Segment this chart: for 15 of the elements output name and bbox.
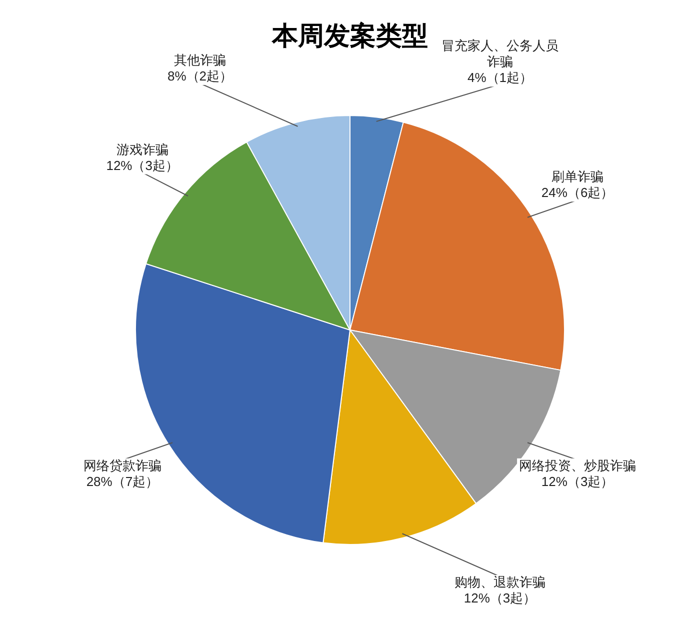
data-label: 24%（6起） bbox=[541, 185, 614, 200]
slice-label: 游戏诈骗 bbox=[116, 142, 168, 157]
chart-title: 本周发案类型 bbox=[271, 22, 428, 51]
data-label: 12%（3起） bbox=[106, 158, 178, 173]
slice-label: 购物、退款诈骗 bbox=[454, 574, 546, 590]
data-label: 8%（2起） bbox=[167, 68, 233, 84]
slice-label: 冒充家人、公务人员诈骗 bbox=[442, 38, 558, 70]
data-label: 4%（1起） bbox=[467, 70, 533, 86]
slice-label: 刷单诈骗 bbox=[552, 169, 604, 184]
data-label: 28%（7起） bbox=[86, 474, 159, 489]
data-label: 12%（3起） bbox=[464, 590, 536, 606]
slice-label: 其他诈骗 bbox=[174, 52, 226, 68]
slice-label: 网络贷款诈骗 bbox=[83, 458, 162, 473]
data-label: 12%（3起） bbox=[541, 474, 614, 489]
slice-label: 网络投资、炒股诈骗 bbox=[519, 458, 636, 473]
